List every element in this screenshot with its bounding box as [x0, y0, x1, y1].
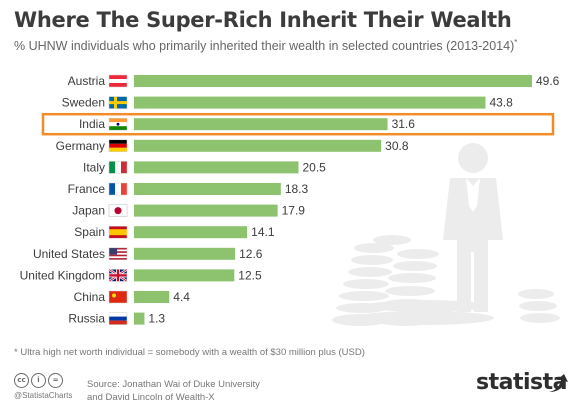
category-label: Italy	[83, 160, 105, 174]
bar-row: Austria 49.6	[68, 74, 560, 88]
brand-logo-mark	[549, 374, 568, 392]
japan-flag-icon	[108, 204, 128, 217]
uk-flag-icon	[108, 268, 128, 283]
value-label: 4.4	[173, 290, 190, 304]
value-label: 18.3	[285, 182, 309, 196]
spain-flag-icon	[108, 225, 128, 239]
social-handle[interactable]: @StatistaCharts	[14, 391, 73, 400]
value-label: 43.8	[489, 96, 513, 110]
source-line-2: and David Lincoln of Wealth-X	[87, 392, 215, 403]
category-label: Japan	[72, 204, 105, 218]
italy-flag-icon	[108, 161, 128, 174]
category-label: Russia	[68, 312, 105, 326]
no-derivatives-icon[interactable]: =	[48, 373, 63, 388]
china-flag-icon	[108, 290, 128, 304]
bar-row: United States 12.6	[33, 247, 263, 261]
brand-logo[interactable]: statista	[476, 370, 567, 395]
category-label: United States	[33, 247, 105, 261]
france-flag-icon	[108, 182, 128, 196]
bar	[134, 291, 170, 303]
value-label: 14.1	[251, 225, 275, 239]
source-note: Source: Jonathan Wai of Duke University …	[87, 378, 260, 404]
russia-flag-icon	[108, 312, 128, 325]
usa-flag-icon	[108, 247, 128, 261]
india-flag-icon	[108, 117, 128, 131]
bar-row: Spain 14.1	[74, 225, 275, 239]
bar-row: United Kingdom 12.5	[20, 268, 262, 282]
category-label: Austria	[68, 74, 106, 88]
bar	[134, 312, 145, 325]
bar	[134, 269, 235, 282]
category-label: China	[74, 290, 106, 304]
value-label: 17.9	[282, 204, 306, 218]
bar	[134, 118, 388, 131]
value-label: 31.6	[392, 117, 416, 131]
category-label: United Kingdom	[20, 268, 105, 282]
bar	[134, 247, 236, 260]
category-label: France	[68, 182, 106, 196]
bar-row: France 18.3	[68, 182, 309, 196]
category-label: India	[79, 117, 105, 131]
bar-row: Germany 30.8	[56, 139, 409, 153]
creative-commons-icon[interactable]: cc	[14, 373, 29, 388]
bar	[134, 75, 532, 87]
bar-row: Japan 17.9	[72, 204, 305, 218]
footnote: * Ultra high net worth individual = some…	[14, 347, 365, 358]
value-label: 30.8	[385, 139, 409, 153]
subtitle-footnote-mark: *	[514, 38, 518, 47]
bar	[134, 183, 281, 195]
value-label: 49.6	[536, 74, 560, 88]
germany-flag-icon	[108, 139, 128, 153]
chart-subtitle: % UHNW individuals who primarily inherit…	[14, 38, 517, 53]
category-label: Sweden	[62, 96, 105, 110]
bar	[134, 161, 299, 174]
bar	[134, 226, 248, 239]
license-icons: cc i =	[14, 373, 63, 388]
attribution-icon[interactable]: i	[31, 373, 46, 388]
bar-chart: Austria 49.6 Sweden 43.8 India 31.6 Germany 30.…	[20, 74, 560, 326]
bar-row: Italy 20.5	[83, 160, 326, 174]
bar-row: Sweden 43.8	[62, 96, 514, 110]
sweden-flag-icon	[108, 96, 128, 109]
chart-title: Where The Super-Rich Inherit Their Wealt…	[14, 8, 512, 32]
bar-row: Russia 1.3	[68, 312, 165, 326]
value-label: 12.6	[239, 247, 263, 261]
background-illustration	[332, 143, 560, 326]
austria-flag-icon	[108, 74, 128, 88]
subtitle-text: % UHNW individuals who primarily inherit…	[14, 39, 515, 54]
source-line-1: Source: Jonathan Wai of Duke University	[87, 379, 260, 390]
highlight-box	[41, 112, 555, 136]
bar-row: India 31.6	[41, 112, 555, 136]
category-label: Germany	[56, 139, 105, 153]
bar	[134, 204, 278, 217]
value-label: 1.3	[148, 312, 165, 326]
value-label: 12.5	[238, 268, 262, 282]
bar	[134, 96, 486, 109]
value-label: 20.5	[302, 160, 326, 174]
bar-row: China 4.4	[74, 290, 191, 304]
bar	[134, 139, 382, 152]
category-label: Spain	[74, 225, 105, 239]
